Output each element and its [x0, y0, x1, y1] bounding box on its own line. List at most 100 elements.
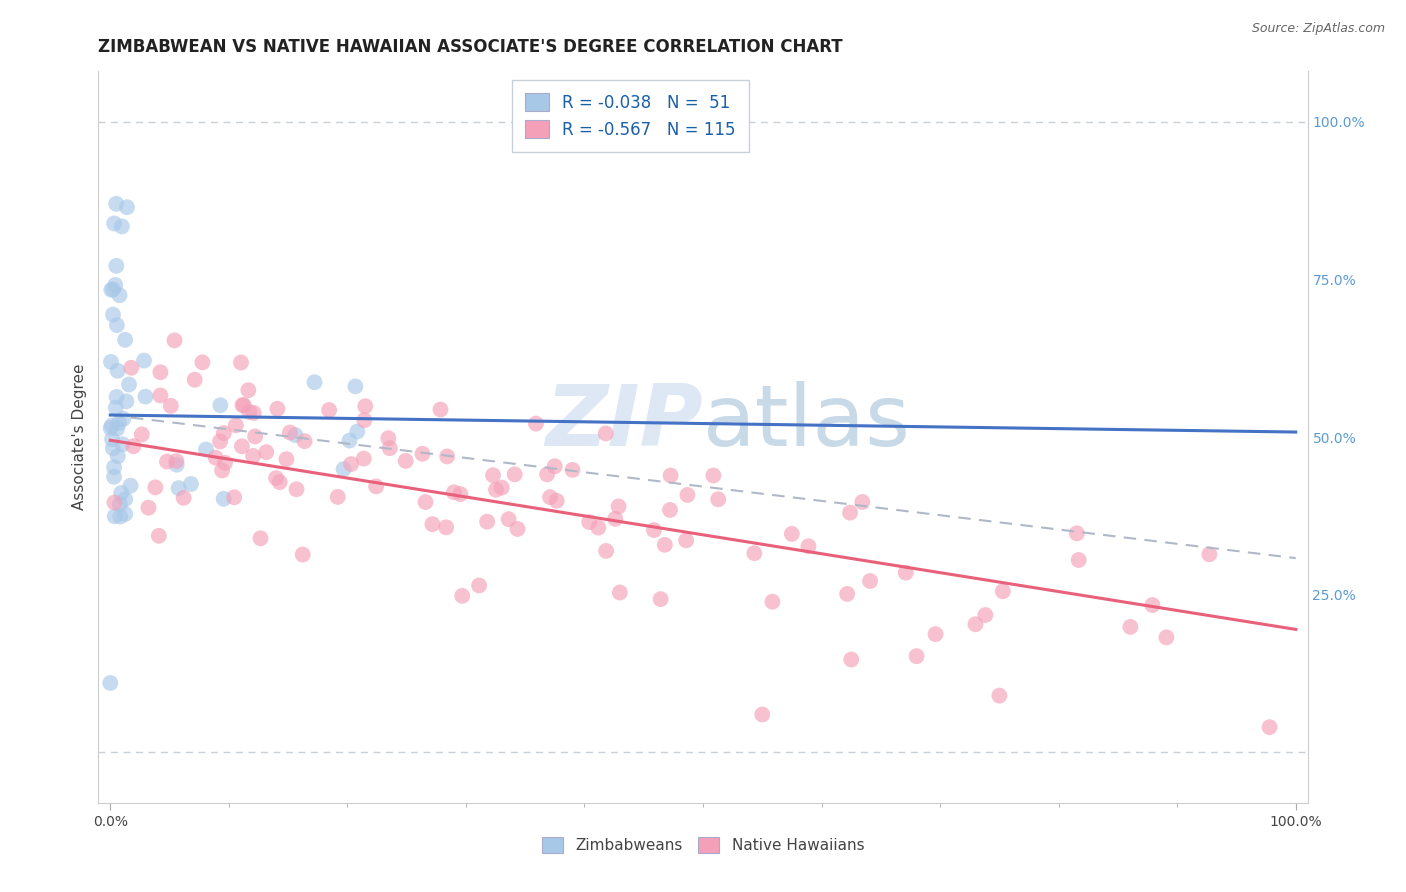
Point [115, 394, 138, 409]
Point [132, 353, 155, 368]
Point [103, 460, 125, 475]
Point [101, 432, 124, 446]
Point [229, 355, 252, 369]
Point [354, 399, 377, 413]
Point [105, 196, 128, 211]
Point [111, 219, 134, 234]
Point [242, 449, 264, 463]
Point [204, 450, 226, 465]
Point [105, 422, 128, 436]
Point [744, 546, 766, 560]
Point [249, 531, 271, 545]
Point [675, 533, 697, 548]
Point [108, 288, 131, 302]
Point [224, 491, 246, 505]
Point [346, 425, 368, 439]
Point [165, 454, 187, 468]
Point [1067, 553, 1090, 567]
Point [482, 468, 505, 483]
Point [643, 523, 665, 537]
Point [101, 308, 124, 322]
Point [112, 412, 135, 426]
Point [214, 456, 236, 470]
Point [436, 450, 458, 464]
Point [475, 515, 498, 529]
Text: ZIP: ZIP [546, 381, 703, 464]
Point [101, 283, 124, 297]
Point [232, 398, 254, 412]
Point [115, 200, 138, 214]
Point [291, 548, 314, 562]
Point [209, 398, 232, 412]
Point [859, 574, 882, 588]
Point [149, 388, 172, 402]
Point [231, 439, 253, 453]
Point [100, 421, 122, 435]
Point [114, 333, 136, 347]
Point [761, 595, 783, 609]
Point [1119, 620, 1142, 634]
Point [276, 452, 298, 467]
Point [105, 390, 128, 404]
Point [751, 707, 773, 722]
Point [503, 467, 526, 482]
Point [266, 401, 288, 416]
Point [209, 434, 232, 449]
Point [195, 442, 218, 457]
Point [524, 417, 547, 431]
Point [449, 487, 471, 501]
Point [148, 529, 170, 543]
Point [110, 486, 132, 500]
Point [107, 450, 129, 464]
Text: atlas: atlas [703, 381, 911, 464]
Point [149, 365, 172, 379]
Point [546, 493, 568, 508]
Point [797, 539, 820, 553]
Point [108, 416, 131, 430]
Point [120, 360, 142, 375]
Point [105, 259, 128, 273]
Point [304, 375, 326, 389]
Point [839, 506, 862, 520]
Text: Source: ZipAtlas.com: Source: ZipAtlas.com [1251, 22, 1385, 36]
Point [451, 589, 474, 603]
Point [538, 490, 561, 504]
Point [212, 491, 235, 506]
Point [837, 587, 859, 601]
Point [988, 689, 1011, 703]
Point [225, 418, 247, 433]
Point [707, 492, 730, 507]
Point [536, 467, 558, 482]
Point [238, 383, 260, 397]
Point [134, 390, 156, 404]
Point [243, 429, 266, 443]
Point [485, 483, 508, 497]
Point [284, 428, 307, 442]
Point [676, 488, 699, 502]
Point [118, 377, 141, 392]
Point [156, 454, 179, 468]
Point [231, 398, 253, 412]
Point [211, 463, 233, 477]
Point [278, 425, 301, 440]
Point [702, 468, 724, 483]
Point [103, 217, 125, 231]
Point [491, 481, 513, 495]
Point [595, 544, 617, 558]
Point [100, 355, 122, 369]
Point [378, 441, 401, 455]
Point [104, 277, 127, 292]
Point [650, 592, 672, 607]
Point [344, 379, 367, 393]
Point [294, 434, 316, 449]
Point [104, 509, 127, 524]
Point [366, 479, 388, 493]
Point [659, 468, 682, 483]
Point [163, 334, 186, 348]
Point [1198, 547, 1220, 561]
Point [242, 406, 264, 420]
Point [411, 447, 433, 461]
Point [107, 364, 129, 378]
Point [180, 477, 202, 491]
Y-axis label: Associate's Degree: Associate's Degree [72, 364, 87, 510]
